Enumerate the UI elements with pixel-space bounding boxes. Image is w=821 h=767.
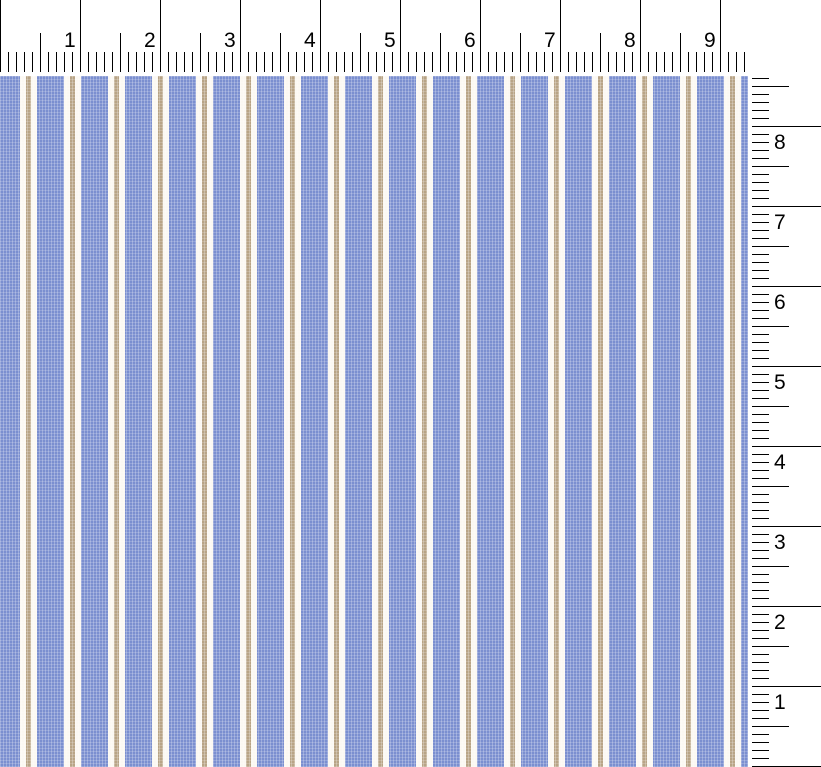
top-ruler-label: 2 [144,29,156,52]
top-ruler-label: 1 [64,29,76,52]
right-ruler-label: 7 [774,211,786,234]
top-ruler-label: 9 [704,29,716,52]
top-ruler-label: 3 [224,29,236,52]
top-ruler-label: 5 [384,29,396,52]
top-ruler-label: 7 [544,29,556,52]
top-ruler-label: 8 [624,29,636,52]
right-ruler-label: 6 [774,291,786,314]
right-ruler-label: 4 [774,451,786,474]
fabric-swatch [0,76,748,767]
right-ruler-label: 5 [774,371,786,394]
right-ruler-label: 2 [774,611,786,634]
right-ruler-label: 8 [774,131,786,154]
right-ruler-label: 1 [774,691,786,714]
top-ruler-label: 6 [464,29,476,52]
top-ruler-label: 4 [304,29,316,52]
right-ruler-label: 3 [774,531,786,554]
